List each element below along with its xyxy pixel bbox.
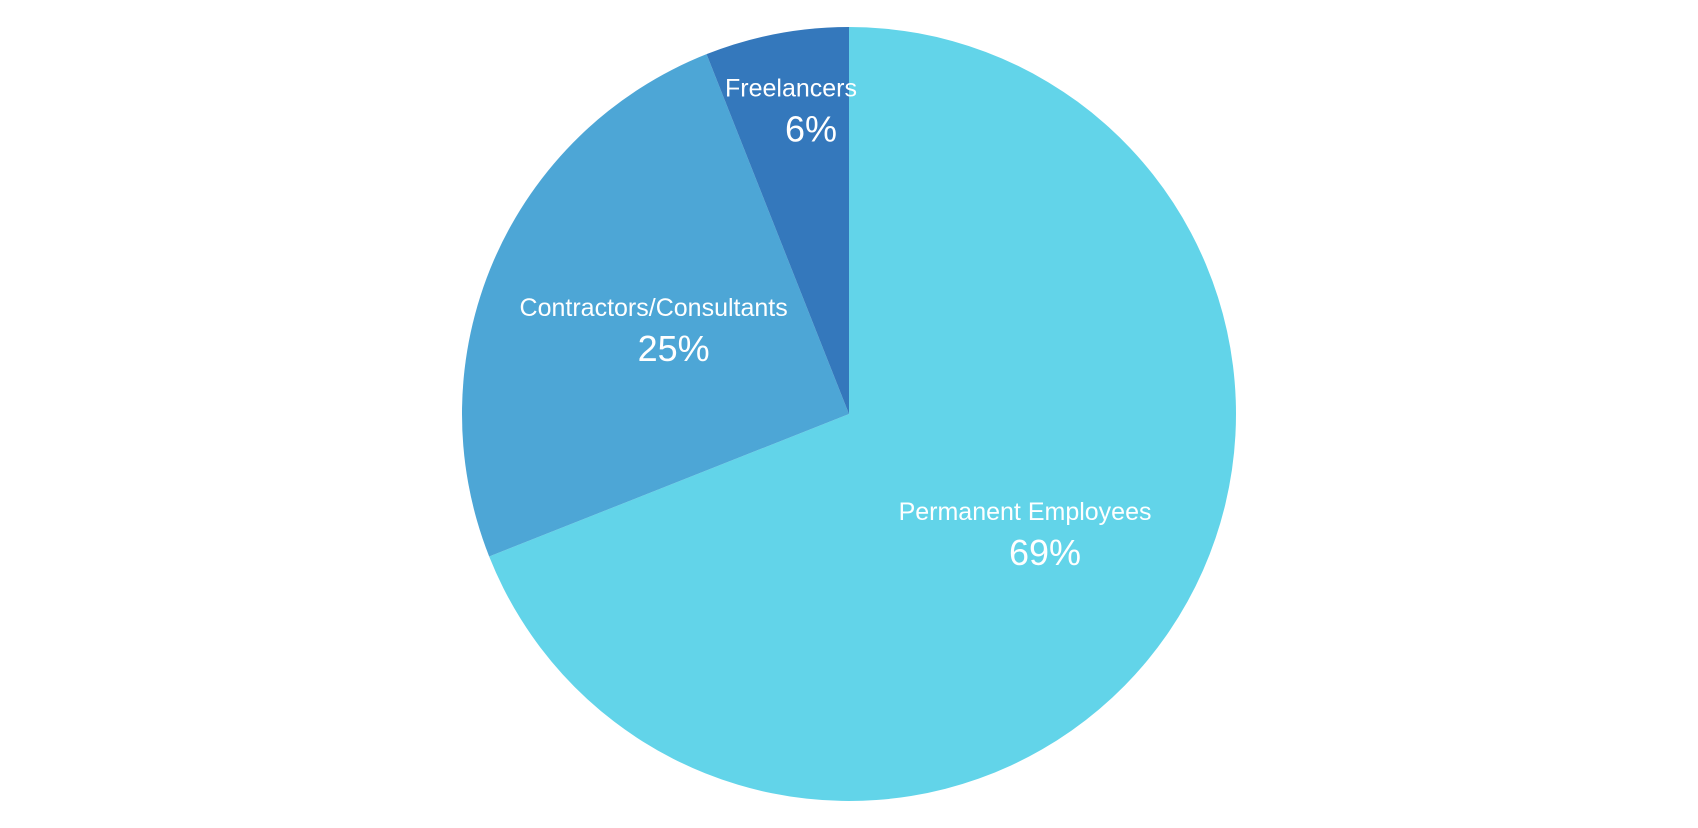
pie-slice: [489, 27, 1236, 801]
pie-slice: [706, 27, 849, 414]
slice-name: Contractors/Consultants: [520, 294, 788, 322]
slice-name: Freelancers: [725, 74, 857, 102]
slice-value-label: 69%: [1009, 532, 1081, 573]
slice-name: Permanent Employees: [899, 498, 1152, 526]
pie-slice: [462, 54, 849, 557]
slice-value-label: 6%: [785, 108, 837, 149]
slice-value-label: 25%: [638, 328, 710, 369]
